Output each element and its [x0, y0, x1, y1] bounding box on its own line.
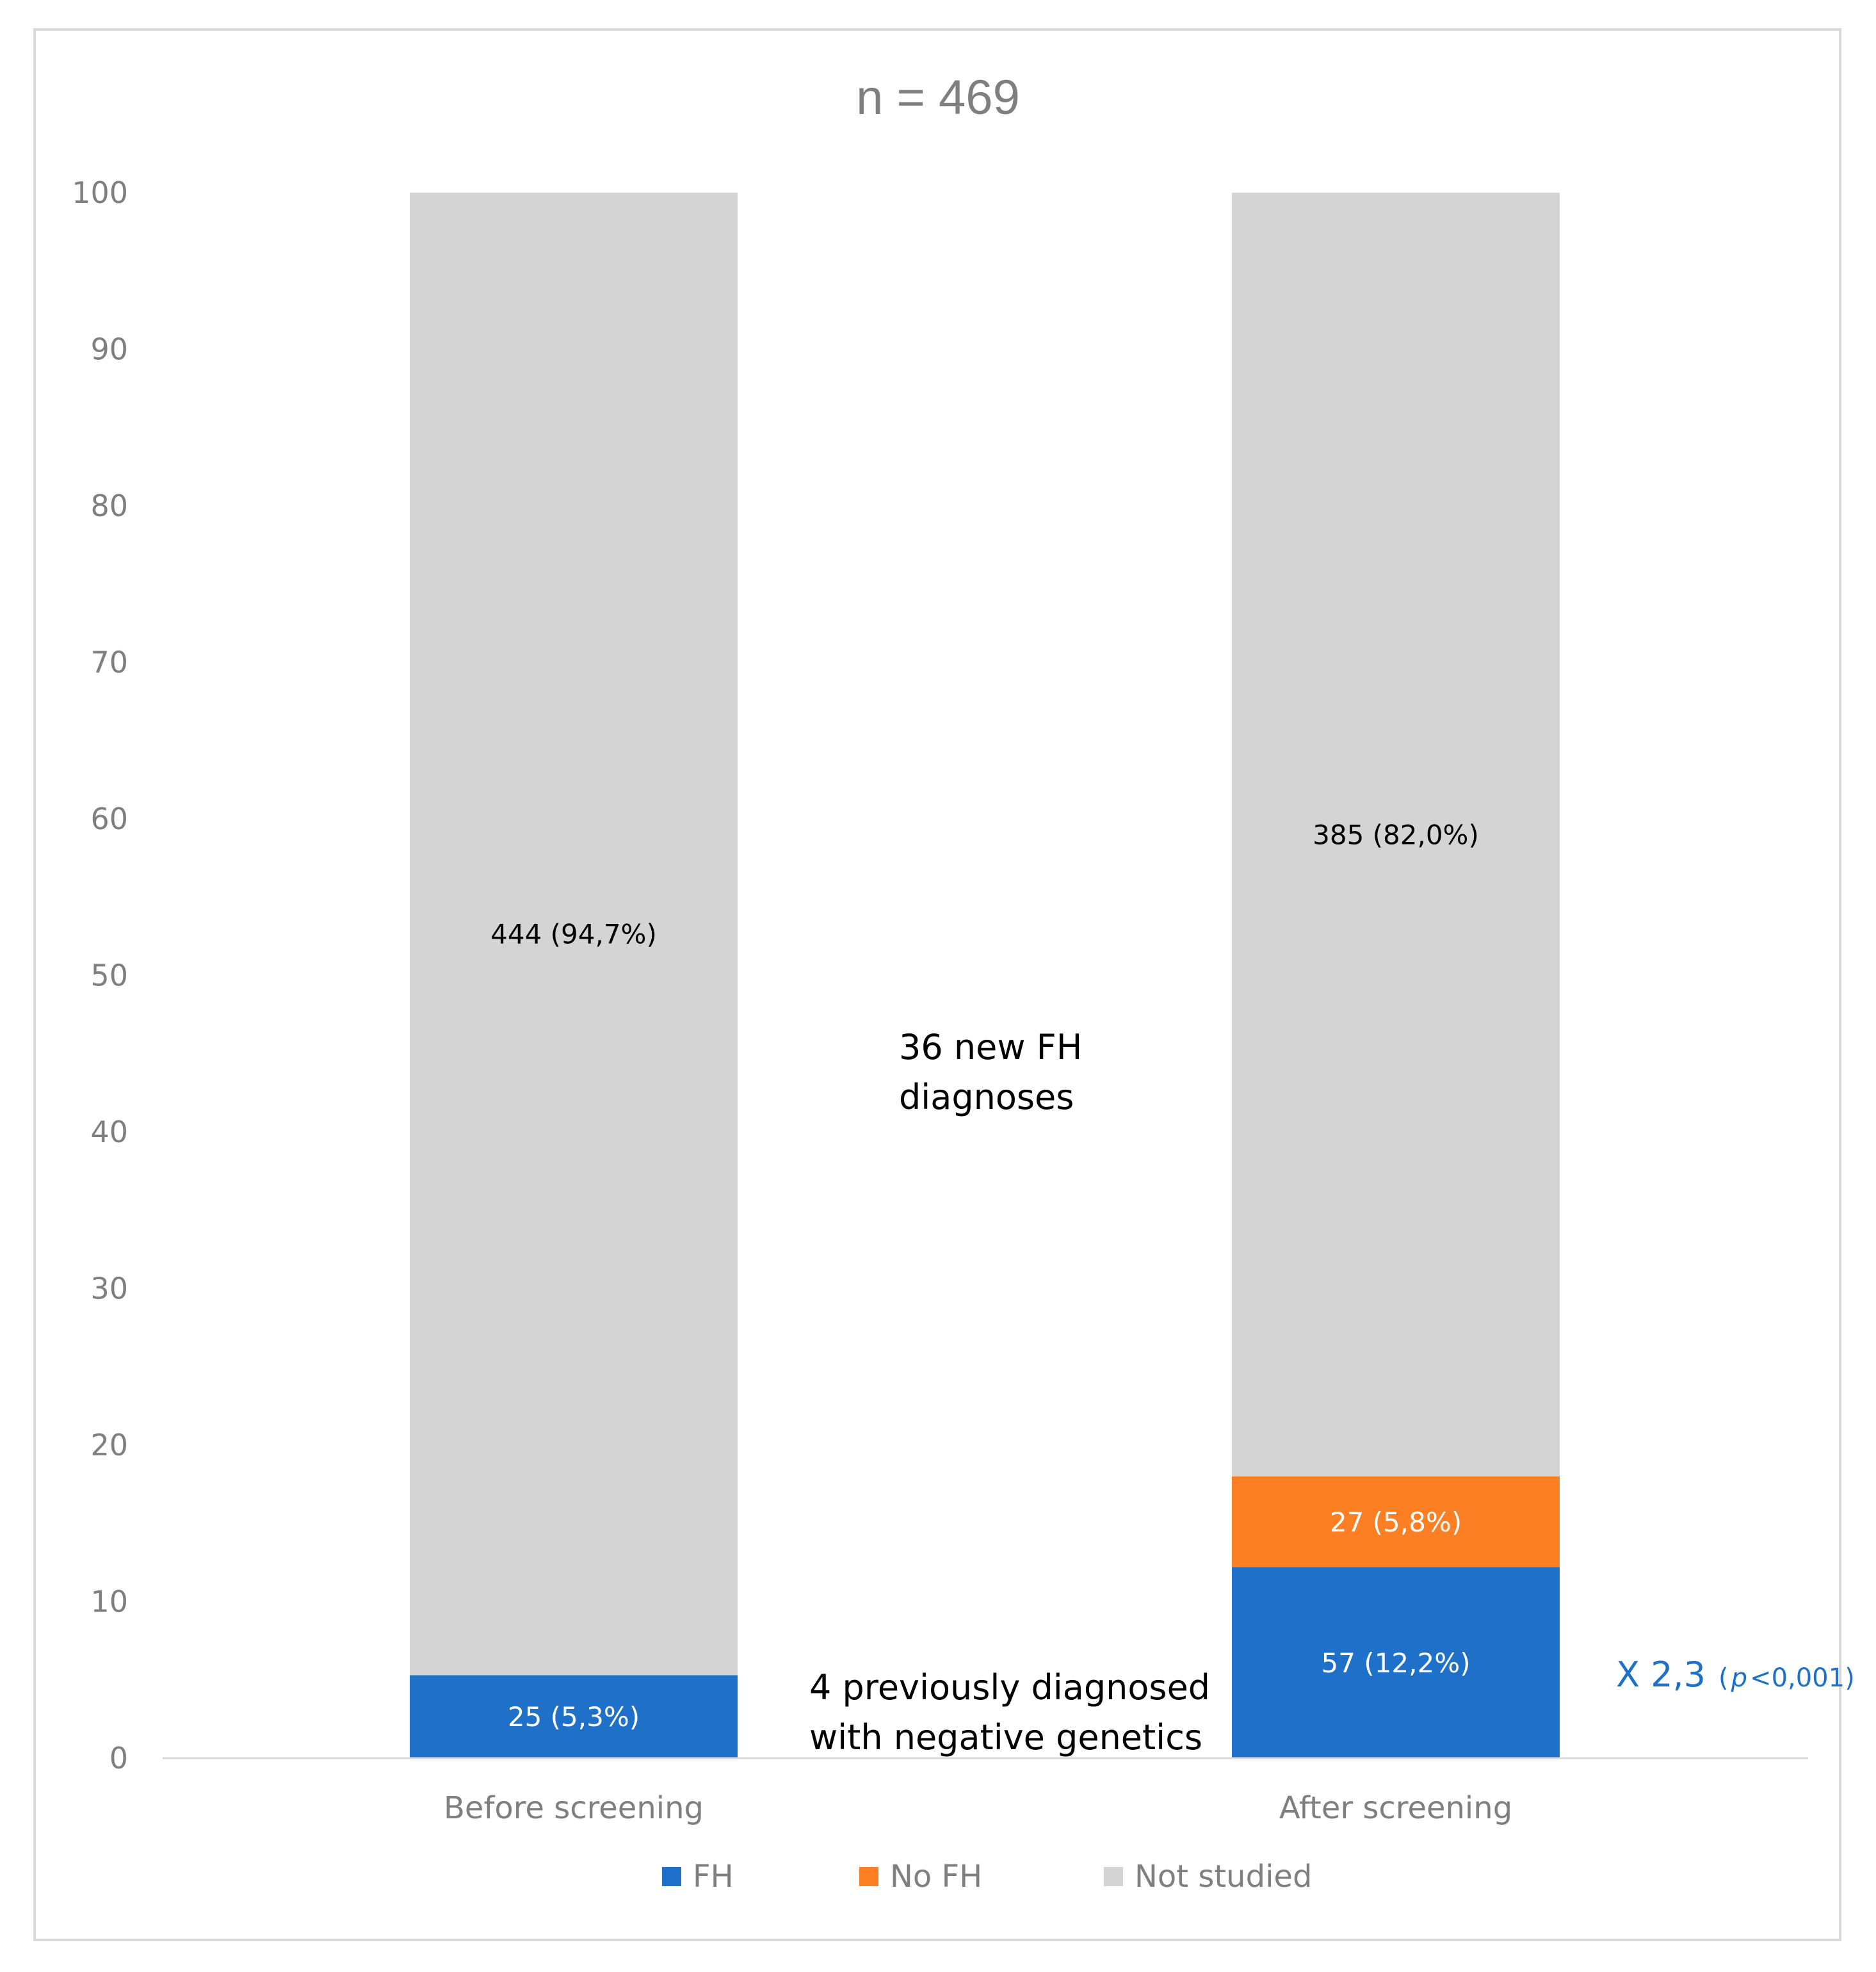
- fold-increase-value: X 2,3: [1616, 1654, 1706, 1695]
- p-value-text: <0,001): [1750, 1663, 1855, 1693]
- legend-swatch: [1104, 1867, 1123, 1886]
- bar-segment: [1232, 193, 1560, 1476]
- bar-segment: [410, 193, 738, 1676]
- annotation-previously-diagnosed-line2: with negative genetics: [809, 1717, 1202, 1758]
- y-tick-label: 20: [90, 1428, 128, 1462]
- chart-title: n = 469: [856, 70, 1020, 125]
- x-axis-category-labels: Before screening After screening: [444, 1790, 1512, 1826]
- annotation-fold-increase: X 2,3 ( p <0,001): [1616, 1654, 1855, 1695]
- annotation-new-diagnoses-line2: diagnoses: [899, 1077, 1074, 1117]
- y-tick-label: 30: [90, 1272, 128, 1306]
- y-tick-label: 70: [90, 645, 128, 680]
- legend-swatch: [859, 1867, 878, 1886]
- bars: 25 (5,3%) 444 (94,7%) 57 (12,2%) 27 (5,8%) 3…: [410, 193, 1560, 1758]
- y-tick-label: 10: [90, 1585, 128, 1619]
- annotation-previously-diagnosed-line1: 4 previously diagnosed: [809, 1667, 1210, 1708]
- y-tick-label: 60: [90, 802, 128, 836]
- bar-segment: [410, 1675, 738, 1758]
- data-label: 25 (5,3%): [508, 1701, 640, 1733]
- y-tick-label: 80: [90, 489, 128, 523]
- annotations: 36 new FH diagnoses 4 previously diagnos…: [809, 1027, 1855, 1758]
- data-label: 385 (82,0%): [1313, 819, 1479, 850]
- y-tick-label: 50: [90, 958, 128, 993]
- legend-swatch: [662, 1867, 681, 1886]
- bar-segment: [1232, 1476, 1560, 1567]
- legend-label: No FH: [890, 1859, 982, 1895]
- p-value-symbol: p: [1731, 1663, 1747, 1693]
- y-tick-label: 90: [90, 332, 128, 367]
- bar-segment: [1232, 1567, 1560, 1758]
- y-axis-ticks: 0 10 20 30 40 50 60 70 80 90 100: [72, 175, 128, 1775]
- annotation-new-diagnoses-line1: 36 new FH: [899, 1027, 1082, 1067]
- y-tick-label: 0: [109, 1741, 128, 1775]
- x-category-label: Before screening: [444, 1790, 704, 1826]
- data-label: 444 (94,7%): [490, 919, 657, 950]
- legend-label: Not studied: [1135, 1859, 1312, 1895]
- y-tick-label: 40: [90, 1115, 128, 1149]
- legend-label: FH: [693, 1859, 734, 1895]
- data-label: 57 (12,2%): [1322, 1647, 1471, 1679]
- p-value-paren-open: (: [1718, 1663, 1729, 1693]
- data-label: 27 (5,8%): [1330, 1507, 1462, 1538]
- legend: FH No FH Not studied: [662, 1859, 1312, 1895]
- y-tick-label: 100: [72, 175, 128, 210]
- x-category-label: After screening: [1279, 1790, 1512, 1826]
